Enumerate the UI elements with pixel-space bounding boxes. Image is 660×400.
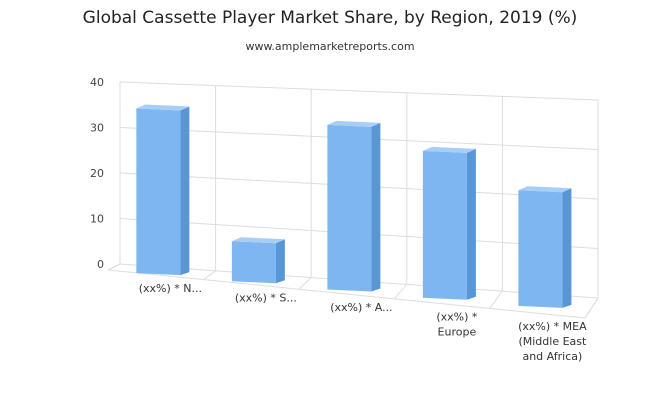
y-tick-label: 30 — [90, 122, 104, 135]
x-category-label: (xx%) * MEA (Middle East and Africa) — [518, 320, 587, 363]
chart-title: Global Cassette Player Market Share, by … — [82, 8, 578, 28]
y-tick-label: 10 — [90, 213, 104, 226]
bar — [422, 146, 476, 300]
bar — [136, 104, 190, 276]
x-category-label: (xx%) * A... — [330, 301, 392, 314]
grid-layer — [107, 81, 599, 319]
chart-subtitle: www.amplemarketreports.com — [245, 40, 415, 53]
bar — [518, 186, 572, 308]
y-axis-ticks: 0 10 20 30 40 — [90, 76, 104, 271]
y-tick-label: 0 — [97, 258, 104, 271]
x-category-label: (xx%) * Europe — [436, 311, 478, 339]
bar — [231, 237, 285, 284]
bar — [327, 120, 381, 292]
bars — [136, 104, 572, 308]
x-category-label: (xx%) * N... — [139, 282, 202, 295]
y-tick-label: 20 — [90, 167, 104, 180]
y-tick-label: 40 — [90, 76, 104, 89]
x-axis-labels: (xx%) * N... (xx%) * S... (xx%) * A... (xx%… — [139, 282, 587, 363]
x-category-label: (xx%) * S... — [235, 291, 297, 304]
